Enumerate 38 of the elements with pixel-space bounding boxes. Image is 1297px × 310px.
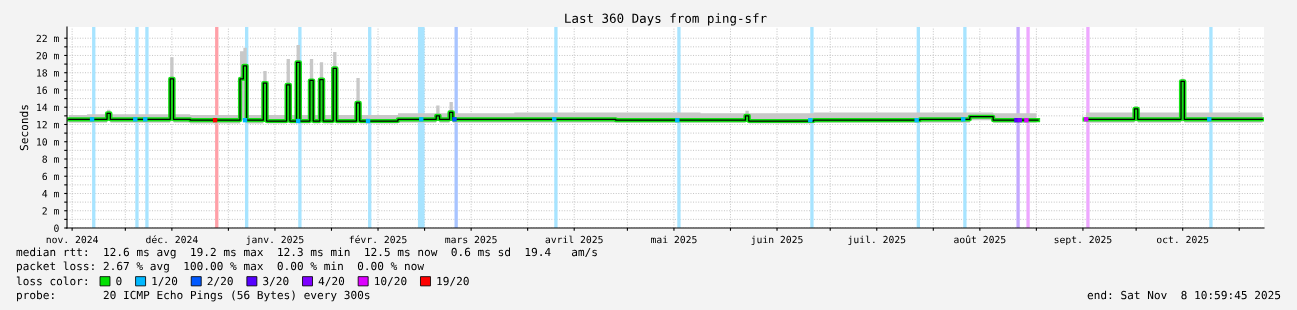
y-tick-label: 16 m — [37, 86, 59, 94]
legend-label: 10/20 — [375, 276, 407, 287]
y-tick-label: 0 — [54, 224, 59, 232]
legend-label: 1/20 — [152, 276, 178, 287]
text: probe: 20 ICMP Echo Pings (56 Bytes) every 300s — [17, 290, 370, 302]
x-tick-label: juil. 2025 — [848, 235, 906, 246]
y-tick-label: 10 m — [37, 138, 59, 146]
legend-label: 19/20 — [437, 276, 469, 287]
legend-label: 4/20 — [318, 276, 345, 287]
x-tick-label: févr. 2025 — [349, 235, 407, 244]
x-tick-label: avril 2025 — [545, 235, 603, 244]
y-axis-title: Seconds — [19, 105, 29, 151]
legend-label: 0 — [116, 276, 122, 286]
x-tick-label: déc. 2024 — [146, 235, 198, 244]
y-tick-label: 14 m — [37, 103, 59, 111]
x-tick-label: oct. 2025 — [1156, 235, 1209, 244]
y-tick-label: 20 m — [36, 51, 59, 60]
text: median rtt: 12.6 ms avg 19.2 ms max 12.3 ms min 12.5 ms now 0.6 ms sd 19.4 am/s — [16, 247, 597, 259]
x-tick-label: mars 2025 — [445, 235, 497, 244]
legend-label: 3/20 — [263, 276, 289, 287]
y-tick-label: 2 m — [42, 207, 59, 215]
x-tick-label: mai 2025 — [651, 235, 697, 244]
y-tick-label: 4 m — [42, 190, 59, 198]
legend-title: loss color: — [16, 276, 87, 286]
y-tick-label: 12 m — [37, 120, 59, 129]
y-tick-label: 22 m — [36, 34, 59, 42]
y-tick-label: 18 m — [37, 69, 59, 77]
text: end: Sat Nov 8 10:59:45 2025 — [1087, 290, 1281, 300]
x-tick-label: août 2025 — [954, 235, 1006, 244]
x-tick-label: nov. 2024 — [46, 235, 98, 244]
text: packet loss: 2.67 % avg 100.00 % max 0.00 % min 0.00 % now — [17, 261, 425, 273]
y-tick-label: 8 m — [42, 155, 59, 163]
chart-title: Last 360 Days from ping-sfr — [565, 13, 767, 26]
y-tick-label: 6 m — [42, 172, 59, 181]
x-tick-label: janv. 2025 — [246, 235, 304, 246]
x-tick-label: sept. 2025 — [1054, 235, 1112, 246]
x-tick-label: juin 2025 — [751, 235, 803, 246]
legend-label: 2/20 — [207, 276, 233, 287]
